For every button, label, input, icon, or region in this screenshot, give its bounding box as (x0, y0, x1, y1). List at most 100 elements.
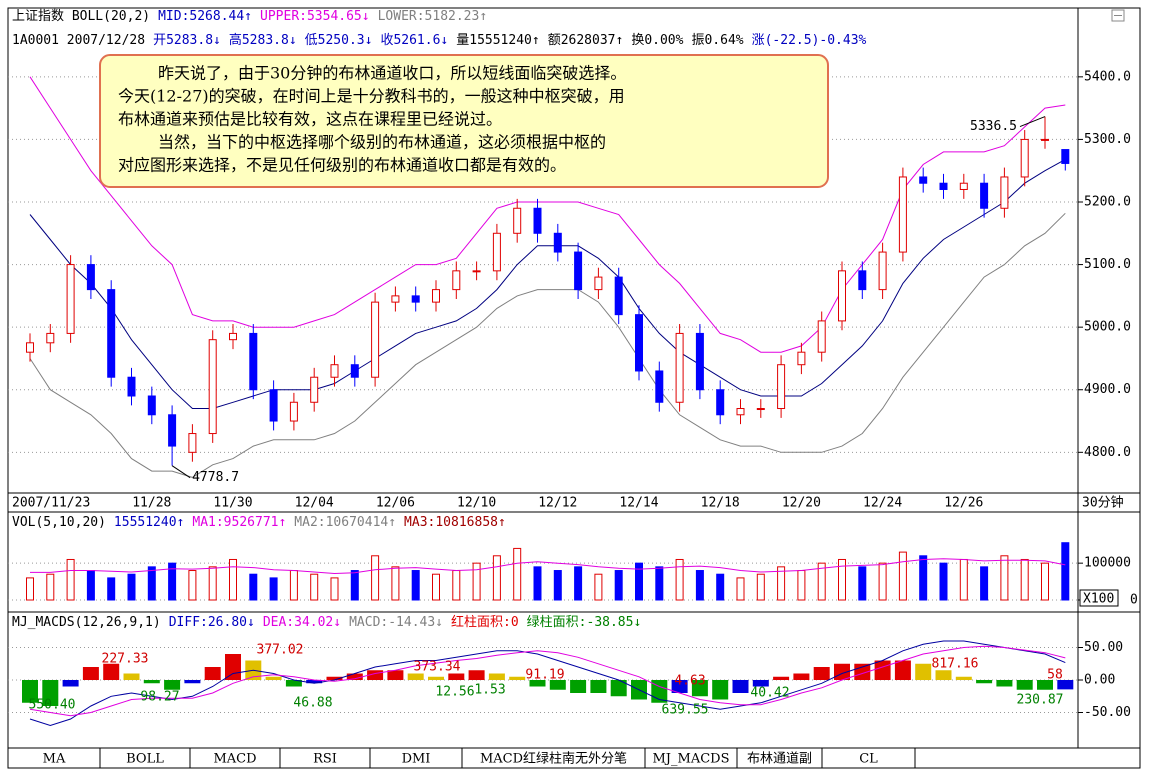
candle-body (452, 270, 461, 291)
volume-bar (553, 570, 562, 601)
macd-bar (874, 660, 891, 680)
legend-item: 收5261.6↓ (380, 33, 448, 48)
macd-annotation: 227.33 (102, 652, 149, 667)
legend-row: 上证指数 BOLL(20,2) MID:5268.44↑ UPPER:5354.65… (12, 9, 487, 24)
volume-bar (1020, 558, 1029, 601)
macd-bar (448, 673, 465, 680)
y-tick-label: 5000.0 (1084, 320, 1131, 335)
macd-bar (996, 680, 1013, 687)
indicator-line (29, 645, 1066, 717)
macd-bar (549, 680, 566, 690)
candle-body (838, 270, 846, 322)
macd-bar (732, 680, 749, 693)
macd-annotation: 12.56 (435, 685, 474, 700)
candle-body (919, 176, 928, 184)
indicator-line (29, 640, 1066, 727)
macd-bar (82, 667, 99, 680)
macd-bar (103, 663, 120, 680)
tab[interactable] (821, 747, 916, 769)
macd-bar (976, 680, 993, 684)
y-tick-label: 5100.0 (1084, 257, 1131, 272)
macd-bar (610, 680, 627, 697)
note-box (99, 54, 829, 188)
macd-bar (265, 676, 282, 680)
volume-bar (898, 551, 907, 601)
volume-bar (777, 566, 786, 601)
legend-item: 量15551240↑ (456, 33, 539, 48)
volume-bar (1000, 555, 1009, 601)
annotation-leader (1019, 116, 1046, 128)
macd-bar (62, 680, 79, 687)
candle-body (66, 264, 75, 334)
macd-bar (509, 676, 526, 680)
legend-item: 绿柱面积:-38.85↓ (527, 615, 642, 630)
volume-bar (655, 566, 664, 601)
macd-bar (488, 673, 505, 680)
volume-bar (980, 566, 989, 601)
candle-body (980, 182, 989, 209)
macd-annotation: 377.02 (257, 643, 304, 658)
candle-body (513, 207, 522, 234)
x-tick-label: 12/24 (863, 496, 902, 511)
tab-label: MJ_MACDS (653, 752, 730, 767)
volume-bar (838, 558, 846, 601)
candle-body (756, 408, 765, 411)
volume-bar (594, 573, 603, 601)
candle-body (472, 270, 481, 273)
unit-box (1079, 589, 1119, 607)
legend-item: MA2:10670414↑ (294, 515, 396, 530)
macd-bar (306, 680, 323, 684)
volume-bar (472, 562, 481, 601)
volume-bar (310, 573, 319, 601)
volume-bar (229, 558, 237, 601)
candle-body (635, 314, 643, 372)
volume-bar (391, 566, 400, 601)
candle-body (655, 370, 664, 403)
candle-body (26, 342, 34, 353)
macd-annotation: 4.63 (674, 674, 705, 689)
legend-row: MJ_MACDS(12,26,9,1) DIFF:26.80↓ DEA:34.02↓… (12, 614, 641, 630)
y-tick-label: 5200.0 (1084, 195, 1131, 210)
macd-bar (468, 670, 485, 680)
indicator-line (30, 558, 1066, 575)
y-tick-label: -50.00 (1084, 705, 1131, 720)
x-tick-label: 12/12 (538, 496, 577, 511)
candle-body (553, 232, 562, 253)
macd-bar (955, 676, 972, 680)
legend-item: 振0.64% (691, 33, 743, 48)
candle-body (147, 395, 156, 416)
legend-item: 高5283.8↓ (229, 32, 297, 48)
macd-annotation: 373.34 (414, 660, 461, 675)
volume-bar (208, 566, 217, 601)
macd-bar (793, 673, 810, 680)
volume-bar (716, 573, 725, 601)
candle-body (229, 332, 237, 341)
legend-item: LOWER:5182.23↑ (378, 9, 488, 24)
x-tick-label: 12/20 (782, 496, 821, 511)
volume-bar (574, 566, 583, 601)
candle-body (675, 332, 684, 403)
macd-annotation: 40.42 (750, 686, 789, 701)
macd-bar (326, 676, 343, 680)
window-icon[interactable] (1111, 9, 1125, 22)
tab-label: DMI (402, 752, 431, 767)
candle-body (736, 408, 745, 416)
legend-item: VOL(5,10,20) (12, 515, 106, 530)
candle-body (939, 182, 948, 190)
macd-annotation: 817.16 (932, 657, 979, 672)
volume-bar (147, 566, 156, 601)
volume-bar (756, 573, 765, 601)
volume-bar (249, 573, 258, 601)
candle-body (716, 389, 725, 416)
volume-bar (695, 570, 704, 601)
note-line: 昨天说了，由于30分钟的布林通道收口，所以短线面临突破选择。 (158, 64, 626, 83)
candle-body (188, 433, 197, 453)
candle-body (878, 251, 887, 291)
macd-bar (428, 676, 444, 680)
candle-body (695, 332, 704, 391)
candle-body (1000, 176, 1009, 209)
legend-item: 额2628037↑ (548, 33, 624, 48)
candle-body (898, 176, 907, 253)
macd-bar (1037, 680, 1053, 690)
